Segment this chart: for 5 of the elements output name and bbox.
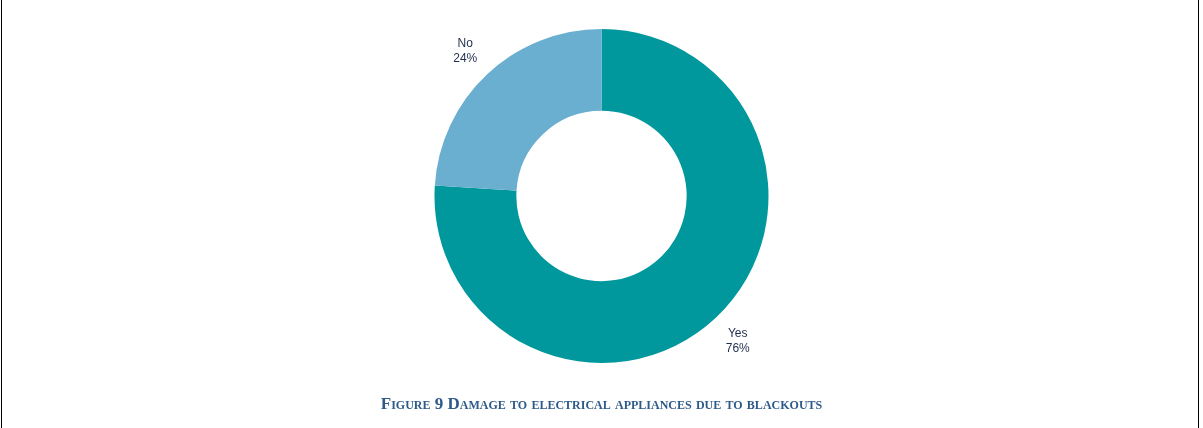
data-label: 76% bbox=[725, 341, 751, 356]
data-label: 24% bbox=[453, 50, 478, 65]
slice-label: Yes bbox=[727, 326, 748, 341]
slice-label: No bbox=[457, 35, 474, 50]
text: Figure 9 Damage to electrical appliances due to blackouts bbox=[379, 394, 824, 414]
